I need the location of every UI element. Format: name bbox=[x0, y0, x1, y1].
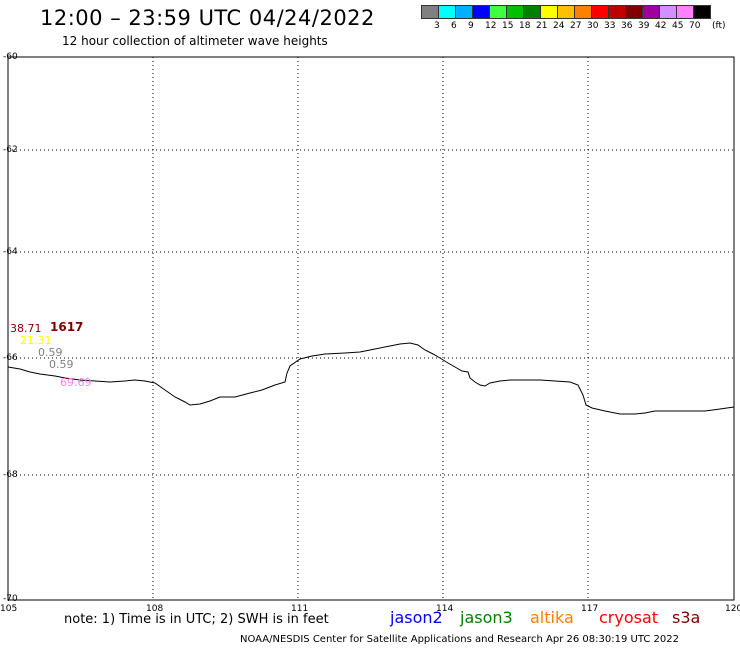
satellite-jason2: jason2 bbox=[390, 608, 443, 627]
satellite-cryosat: cryosat bbox=[599, 608, 659, 627]
legend-label: 30 bbox=[587, 21, 599, 31]
x-tick-label: 117 bbox=[581, 604, 599, 614]
legend-label: 42 bbox=[655, 21, 667, 31]
y-tick-label: -64 bbox=[3, 247, 18, 257]
legend-label: 24 bbox=[553, 21, 565, 31]
wave-height-label: 0.59 bbox=[49, 358, 74, 371]
legend-label: 36 bbox=[621, 21, 633, 31]
legend-label: 18 bbox=[519, 21, 531, 31]
wave-height-label: 21.31 bbox=[20, 334, 52, 347]
plot-frame bbox=[7, 56, 735, 601]
map-title: 12:00 – 23:59 UTC 04/24/2022 bbox=[40, 6, 375, 30]
coastline bbox=[7, 342, 735, 415]
y-tick-label: -60 bbox=[3, 52, 18, 62]
footnote: note: 1) Time is in UTC; 2) SWH is in fe… bbox=[64, 612, 329, 627]
x-tick-label: 114 bbox=[436, 604, 454, 614]
y-tick-label: -66 bbox=[3, 353, 18, 363]
grid-lines bbox=[8, 57, 734, 600]
legend-label: 3 bbox=[434, 21, 440, 31]
x-tick-label: 120 bbox=[725, 604, 740, 614]
map-subtitle: 12 hour collection of altimeter wave hei… bbox=[62, 34, 328, 48]
legend-swatch bbox=[693, 5, 711, 19]
wave-height-label: 69.69 bbox=[60, 376, 92, 389]
credit-line: NOAA/NESDIS Center for Satellite Applica… bbox=[240, 634, 679, 645]
legend-label: 6 bbox=[451, 21, 457, 31]
x-tick-label: 111 bbox=[291, 604, 309, 614]
x-tick-label: 108 bbox=[146, 604, 164, 614]
x-tick-label: 105 bbox=[0, 604, 18, 614]
satellite-s3a: s3a bbox=[672, 608, 701, 627]
color-legend bbox=[421, 5, 711, 21]
legend-label: 12 bbox=[485, 21, 497, 31]
legend-label: 15 bbox=[502, 21, 514, 31]
legend-label: 70 bbox=[689, 21, 701, 31]
wave-height-label: 38.71 bbox=[10, 322, 42, 335]
legend-unit: (ft) bbox=[712, 21, 726, 31]
legend-label: 27 bbox=[570, 21, 582, 31]
legend-label: 33 bbox=[604, 21, 616, 31]
satellite-altika: altika bbox=[530, 608, 574, 627]
satellite-jason3: jason3 bbox=[460, 608, 513, 627]
legend-label: 39 bbox=[638, 21, 650, 31]
legend-label: 45 bbox=[672, 21, 684, 31]
wave-height-label: 0.59 bbox=[38, 346, 63, 359]
y-tick-label: -70 bbox=[3, 594, 18, 604]
y-tick-label: -62 bbox=[3, 145, 18, 155]
legend-label: 9 bbox=[468, 21, 474, 31]
y-tick-label: -68 bbox=[3, 470, 18, 480]
wave-height-label: 1617 bbox=[50, 320, 84, 334]
legend-label: 21 bbox=[536, 21, 548, 31]
